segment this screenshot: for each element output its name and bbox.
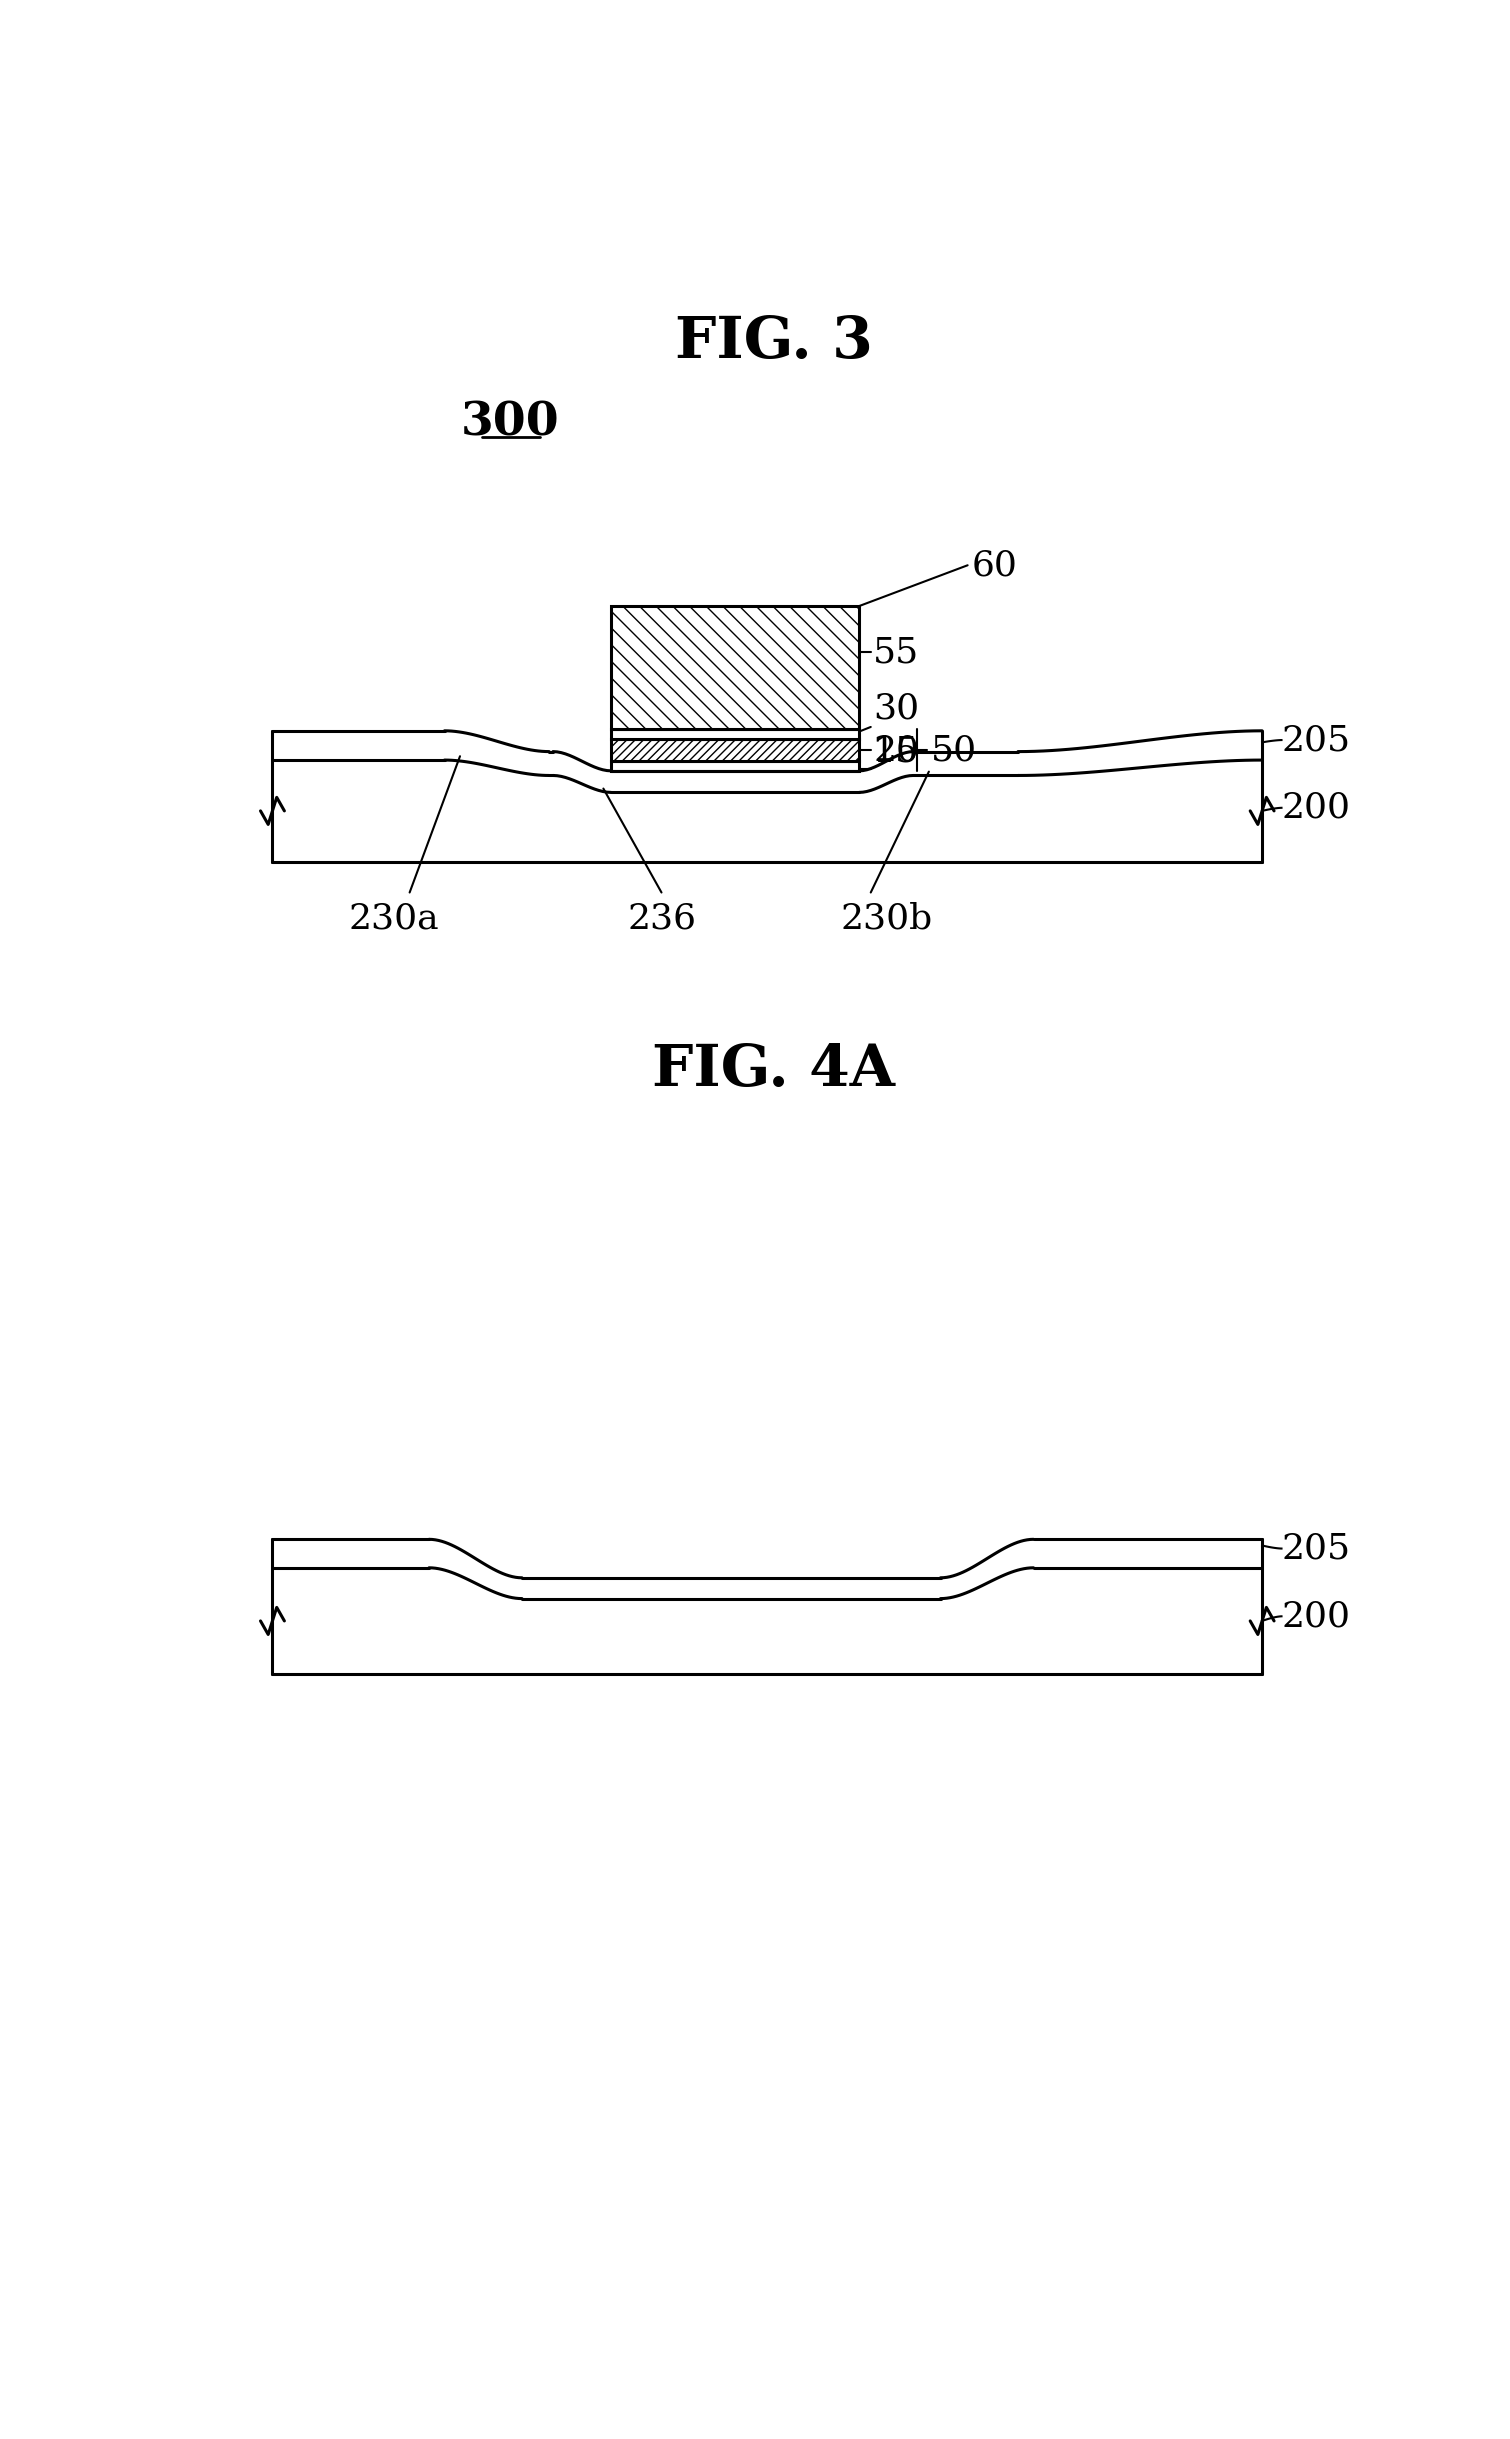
Text: 50: 50 (932, 734, 977, 766)
Bar (612, 729, 859, 739)
Text: 55: 55 (873, 634, 920, 668)
Text: 200: 200 (1282, 790, 1350, 824)
Text: 230a: 230a (349, 902, 439, 937)
Bar (612, 739, 859, 761)
Text: 205: 205 (1282, 722, 1350, 756)
Text: 60: 60 (971, 549, 1018, 583)
Bar (612, 761, 859, 771)
Text: 15: 15 (873, 734, 920, 768)
Text: 200: 200 (1282, 1600, 1350, 1634)
Text: 300: 300 (461, 400, 560, 446)
Text: FIG. 4A: FIG. 4A (652, 1041, 895, 1098)
Text: FIG. 3: FIG. 3 (675, 315, 873, 371)
Bar (612, 605, 859, 729)
Text: 30: 30 (873, 690, 920, 724)
Text: 20: 20 (873, 734, 920, 766)
Text: 236: 236 (627, 902, 696, 937)
Text: 205: 205 (1282, 1532, 1350, 1566)
Text: 230b: 230b (840, 902, 932, 937)
